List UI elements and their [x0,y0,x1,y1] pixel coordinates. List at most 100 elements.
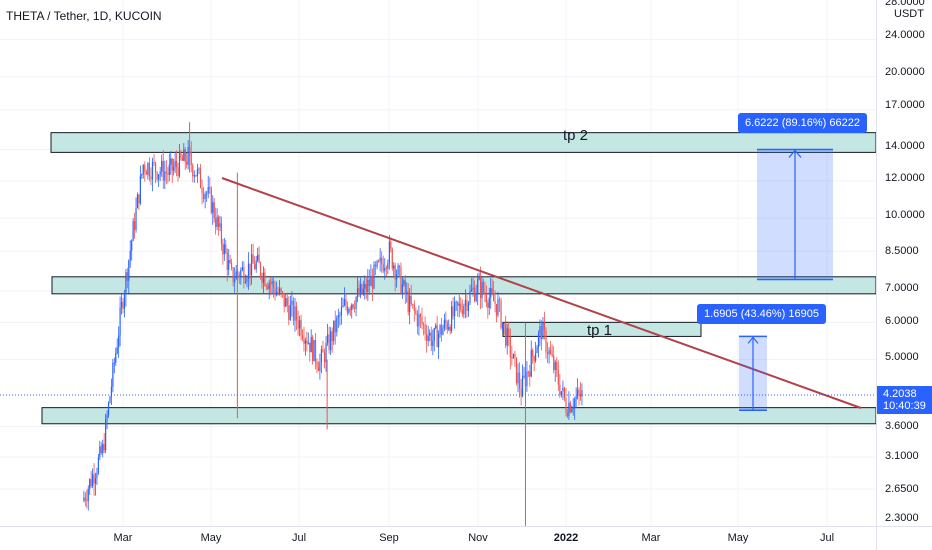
candle-body [506,328,508,346]
candle-body [131,240,133,251]
price-tick: 3.6000 [885,420,919,432]
candle-body [174,160,176,167]
candle-body [484,292,486,295]
candle-body [534,353,537,361]
candle-body [576,389,579,397]
measure-label-top[interactable]: 6.6222 (89.16%) 66222 [738,113,867,133]
candle-body [354,307,356,309]
candle-body [299,320,301,329]
candle-body [485,294,487,304]
candle-body [539,326,541,334]
candle-body [457,301,459,306]
price-tick: 7.0000 [885,282,919,294]
candle-body [461,309,463,315]
candle-body [135,207,137,230]
support-resistance-zones [41,132,877,425]
candle-body [562,387,564,392]
candle-body [103,444,105,451]
candle-body [167,173,169,175]
candle-body [126,272,128,281]
candle-body [401,284,404,294]
candle-body [391,248,393,269]
candle-body [99,446,101,458]
price-scale-top-value: 28.0000 [885,0,925,8]
candle-body [161,160,163,172]
candle-body [474,287,476,301]
candle-body [201,188,203,194]
price-tick: 2.3000 [885,512,919,524]
candle-body [247,263,250,279]
candle-body [159,171,161,175]
candle-body [219,223,221,227]
candle-body [133,221,136,230]
candle-body [390,241,392,249]
last-price-value: 4.2038 [883,388,917,400]
candle-body [267,286,269,289]
chart-title: THETA / Tether, 1D, KUCOIN [6,9,162,23]
candle-body [295,306,298,321]
candle-body [346,305,348,313]
candle-body [403,280,405,285]
candle-body [177,167,179,176]
candle-body [243,267,245,283]
last-price-badge: 4.2038 10:40:39 [877,386,932,414]
candle-body [320,349,323,363]
candle-body [304,340,307,344]
chart-grid [0,0,876,526]
candle-body [190,151,192,165]
candle-body [398,265,401,268]
candle-body [443,319,445,329]
tp2-label[interactable]: tp 2 [563,127,589,144]
candle-body [303,338,305,344]
candle-body [527,371,529,373]
candle-body [432,340,434,347]
candle-body [328,334,330,351]
candle-body [571,409,573,413]
candle-body [478,277,480,280]
candle-body [563,387,566,399]
candle-body [215,218,217,227]
candle-body [550,349,552,354]
candle-body [183,149,185,161]
candle-body [374,264,377,267]
candle-body [556,362,558,371]
candle-body [195,175,197,177]
candle-body [128,260,130,281]
time-scale[interactable]: Mar May Jul Sep Nov 2022 Mar May Jul [0,526,876,550]
candle-body [225,244,227,253]
candle-body [238,274,240,278]
candle-body [216,216,218,227]
candle-body [204,194,206,200]
candle-body [487,303,489,308]
candle-body [280,288,282,292]
candle-body [349,309,351,310]
candle-body [554,362,556,371]
candle-body [158,174,160,180]
candle-body [235,271,237,279]
candle-body [331,331,333,342]
candle-body [210,188,212,213]
candle-body [228,260,230,270]
candle-body [503,322,505,324]
candle-body [246,278,248,282]
candle-body [115,352,117,363]
candle-body [93,474,95,484]
candle-body [548,349,550,355]
candle-body [90,479,92,486]
tp1-label[interactable]: tp 1 [587,322,613,339]
candle-body [268,283,270,289]
candle-body [306,340,308,344]
candle-body [536,347,538,354]
measure-label-bottom[interactable]: 1.6905 (43.46%) 16905 [697,304,826,324]
candle-body [490,288,492,298]
candle-body [265,285,267,287]
candlestick-series [83,122,583,526]
candle-body [252,254,254,264]
candle-body [521,375,524,397]
price-scale[interactable]: 28.0000 USDT 24.0000 20.0000 17.0000 14.… [876,0,932,526]
time-tick: Jul [291,532,307,544]
candle-body [289,304,291,320]
candle-body [498,299,501,301]
candle-body [477,279,479,294]
